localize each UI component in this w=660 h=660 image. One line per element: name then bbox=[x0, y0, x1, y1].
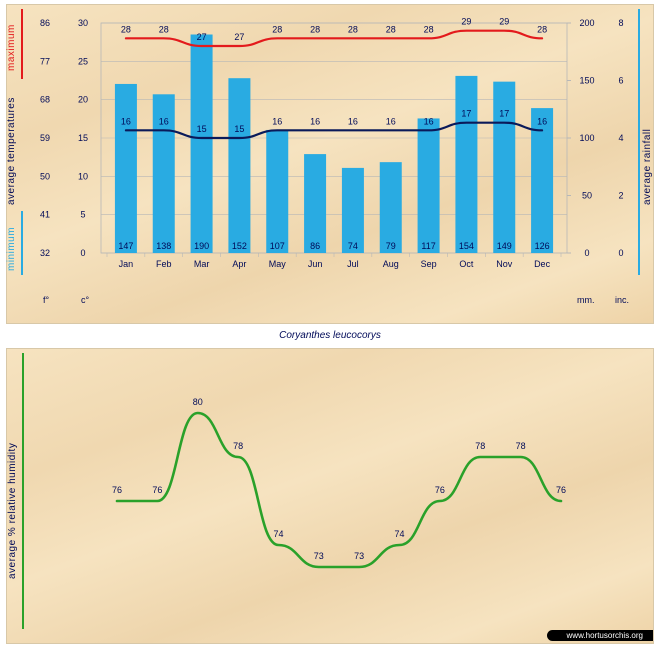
svg-text:17: 17 bbox=[499, 109, 509, 119]
svg-text:28: 28 bbox=[310, 24, 320, 34]
svg-text:150: 150 bbox=[579, 76, 594, 86]
svg-text:152: 152 bbox=[232, 241, 247, 251]
svg-text:117: 117 bbox=[421, 241, 435, 251]
svg-text:17: 17 bbox=[461, 109, 471, 119]
svg-text:Sep: Sep bbox=[421, 259, 437, 269]
svg-text:78: 78 bbox=[233, 441, 243, 451]
svg-text:Feb: Feb bbox=[156, 259, 172, 269]
svg-text:28: 28 bbox=[272, 24, 282, 34]
svg-text:15: 15 bbox=[78, 133, 88, 143]
svg-text:Mar: Mar bbox=[194, 259, 210, 269]
svg-text:126: 126 bbox=[535, 241, 550, 251]
svg-text:28: 28 bbox=[121, 24, 131, 34]
svg-text:Dec: Dec bbox=[534, 259, 551, 269]
svg-text:Jul: Jul bbox=[347, 259, 359, 269]
svg-text:68: 68 bbox=[40, 95, 50, 105]
svg-text:4: 4 bbox=[618, 133, 623, 143]
svg-text:0: 0 bbox=[584, 248, 589, 258]
svg-text:77: 77 bbox=[40, 56, 50, 66]
svg-text:76: 76 bbox=[112, 485, 122, 495]
svg-text:16: 16 bbox=[348, 116, 358, 126]
svg-text:28: 28 bbox=[159, 24, 169, 34]
svg-text:86: 86 bbox=[40, 18, 50, 28]
svg-text:76: 76 bbox=[556, 485, 566, 495]
svg-text:28: 28 bbox=[424, 24, 434, 34]
svg-text:59: 59 bbox=[40, 133, 50, 143]
svg-text:15: 15 bbox=[197, 124, 207, 134]
svg-text:16: 16 bbox=[537, 116, 547, 126]
svg-text:2: 2 bbox=[618, 191, 623, 201]
svg-text:25: 25 bbox=[78, 56, 88, 66]
svg-text:8: 8 bbox=[618, 18, 623, 28]
svg-text:5: 5 bbox=[80, 210, 85, 220]
climate-chart-svg: 1471381901521078674791171541491262828272… bbox=[7, 5, 655, 325]
svg-text:80: 80 bbox=[193, 397, 203, 407]
species-title: Coryanthes leucocorys bbox=[279, 330, 381, 341]
svg-text:32: 32 bbox=[40, 248, 50, 258]
svg-text:29: 29 bbox=[499, 17, 509, 27]
svg-text:10: 10 bbox=[78, 171, 88, 181]
svg-text:86: 86 bbox=[310, 241, 320, 251]
humidity-chart-panel: average % relative humidity 767680787473… bbox=[6, 348, 654, 644]
svg-text:Jan: Jan bbox=[119, 259, 134, 269]
svg-text:74: 74 bbox=[273, 529, 283, 539]
svg-text:76: 76 bbox=[435, 485, 445, 495]
svg-text:100: 100 bbox=[579, 133, 594, 143]
svg-text:27: 27 bbox=[234, 32, 244, 42]
svg-text:41: 41 bbox=[40, 210, 50, 220]
svg-text:29: 29 bbox=[461, 17, 471, 27]
svg-text:50: 50 bbox=[582, 191, 592, 201]
svg-text:149: 149 bbox=[497, 241, 512, 251]
svg-text:6: 6 bbox=[618, 76, 623, 86]
svg-text:16: 16 bbox=[310, 116, 320, 126]
svg-text:30: 30 bbox=[78, 18, 88, 28]
svg-text:154: 154 bbox=[459, 241, 474, 251]
svg-text:Aug: Aug bbox=[383, 259, 399, 269]
svg-text:76: 76 bbox=[152, 485, 162, 495]
svg-text:16: 16 bbox=[159, 116, 169, 126]
svg-text:Jun: Jun bbox=[308, 259, 323, 269]
svg-text:147: 147 bbox=[118, 241, 133, 251]
svg-text:May: May bbox=[269, 259, 287, 269]
watermark: www.hortusorchis.org bbox=[547, 630, 653, 641]
svg-text:78: 78 bbox=[475, 441, 485, 451]
unit-mm: mm. bbox=[577, 295, 595, 305]
svg-text:73: 73 bbox=[314, 551, 324, 561]
svg-text:73: 73 bbox=[354, 551, 364, 561]
humidity-chart-svg: 76 76 80 78 74 73 73 74 76 78 78 76 bbox=[7, 349, 655, 645]
unit-c: c° bbox=[81, 295, 89, 305]
svg-text:Oct: Oct bbox=[459, 259, 474, 269]
svg-text:0: 0 bbox=[80, 248, 85, 258]
svg-text:Nov: Nov bbox=[496, 259, 513, 269]
svg-text:27: 27 bbox=[197, 32, 207, 42]
svg-text:74: 74 bbox=[348, 241, 358, 251]
unit-inc: inc. bbox=[615, 295, 629, 305]
svg-text:138: 138 bbox=[156, 241, 171, 251]
svg-text:200: 200 bbox=[579, 18, 594, 28]
svg-text:74: 74 bbox=[395, 529, 405, 539]
svg-text:190: 190 bbox=[194, 241, 209, 251]
svg-text:50: 50 bbox=[40, 171, 50, 181]
climate-chart-panel: average temperatures maximum minimum ave… bbox=[6, 4, 654, 324]
svg-text:Apr: Apr bbox=[232, 259, 246, 269]
svg-text:79: 79 bbox=[386, 241, 396, 251]
svg-text:16: 16 bbox=[386, 116, 396, 126]
unit-f: f° bbox=[43, 295, 49, 305]
svg-text:28: 28 bbox=[386, 24, 396, 34]
svg-text:16: 16 bbox=[121, 116, 131, 126]
svg-text:0: 0 bbox=[618, 248, 623, 258]
svg-text:78: 78 bbox=[516, 441, 526, 451]
svg-text:20: 20 bbox=[78, 95, 88, 105]
svg-text:15: 15 bbox=[234, 124, 244, 134]
svg-text:28: 28 bbox=[348, 24, 358, 34]
svg-text:28: 28 bbox=[537, 24, 547, 34]
svg-text:16: 16 bbox=[272, 116, 282, 126]
svg-text:16: 16 bbox=[424, 116, 434, 126]
svg-text:107: 107 bbox=[270, 241, 285, 251]
